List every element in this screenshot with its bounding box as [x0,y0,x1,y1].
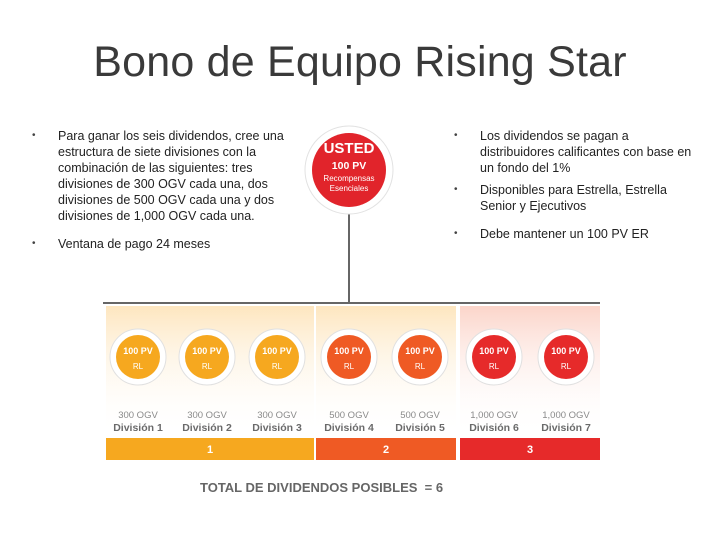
division-ogv: 1,000 OGV [470,410,518,421]
group-bar-2 [316,438,456,460]
group-bar-3 [460,438,600,460]
group-number-2: 2 [383,444,389,456]
division-rl: RL [561,362,572,371]
division-ogv: 500 OGV [329,410,369,421]
division-name: División 2 [182,422,232,434]
usted-node: USTED 100 PV Recompensas Esenciales [304,125,394,215]
division-node: 100 PV RL 1,000 OGV División 7 [537,328,595,434]
division-name: División 4 [324,422,374,434]
group-number-3: 3 [527,444,533,456]
division-ogv: 1,000 OGV [542,410,590,421]
division-name: División 6 [469,422,519,434]
division-node: 100 PV RL 500 OGV División 4 [320,328,378,434]
left-bullet-list: Para ganar los seis dividendos, cree una… [32,128,285,264]
division-rl: RL [133,362,144,371]
division-nodes: 100 PV RL 300 OGV División 1 100 PV RL 3… [109,328,595,434]
slide-title: Bono de Equipo Rising Star [93,38,627,86]
division-node: 100 PV RL 300 OGV División 2 [178,328,236,434]
group-number-1: 1 [207,444,213,456]
right-bullet-item: Los dividendos se pagan a distribuidores… [454,128,702,176]
division-ogv: 300 OGV [118,410,158,421]
division-rl: RL [344,362,355,371]
usted-sub2: Esenciales [330,184,369,193]
division-ogv: 300 OGV [187,410,227,421]
usted-label: USTED [324,140,375,157]
division-rl: RL [202,362,213,371]
usted-pv: 100 PV [332,160,366,172]
division-pv: 100 PV [262,346,292,356]
right-bullet-list: Los dividendos se pagan a distribuidores… [454,128,702,248]
division-node: 100 PV RL 300 OGV División 1 [109,328,167,434]
division-pv: 100 PV [479,346,509,356]
division-pv: 100 PV [405,346,435,356]
left-bullet-item: Para ganar los seis dividendos, cree una… [32,128,285,224]
division-node: 100 PV RL 300 OGV División 3 [248,328,306,434]
division-node: 100 PV RL 1,000 OGV División 6 [465,328,523,434]
division-pv: 100 PV [123,346,153,356]
right-bullet-item: Debe mantener un 100 PV ER [454,226,702,242]
division-pv: 100 PV [551,346,581,356]
division-rl: RL [489,362,500,371]
division-name: División 5 [395,422,445,434]
left-bullet-item: Ventana de pago 24 meses [32,236,285,252]
division-ogv: 500 OGV [400,410,440,421]
division-ogv: 300 OGV [257,410,297,421]
right-bullet-item: Disponibles para Estrella, Estrella Seni… [454,182,702,214]
total-dividends: TOTAL DE DIVIDENDOS POSIBLES = 6 [200,480,443,495]
division-node: 100 PV RL 500 OGV División 5 [391,328,449,434]
division-name: División 7 [541,422,591,434]
division-pv: 100 PV [334,346,364,356]
division-name: División 3 [252,422,302,434]
division-rl: RL [415,362,426,371]
division-rl: RL [272,362,283,371]
division-name: División 1 [113,422,163,434]
group-bar-1 [106,438,314,460]
division-pv: 100 PV [192,346,222,356]
usted-sub1: Recompensas [323,174,374,183]
